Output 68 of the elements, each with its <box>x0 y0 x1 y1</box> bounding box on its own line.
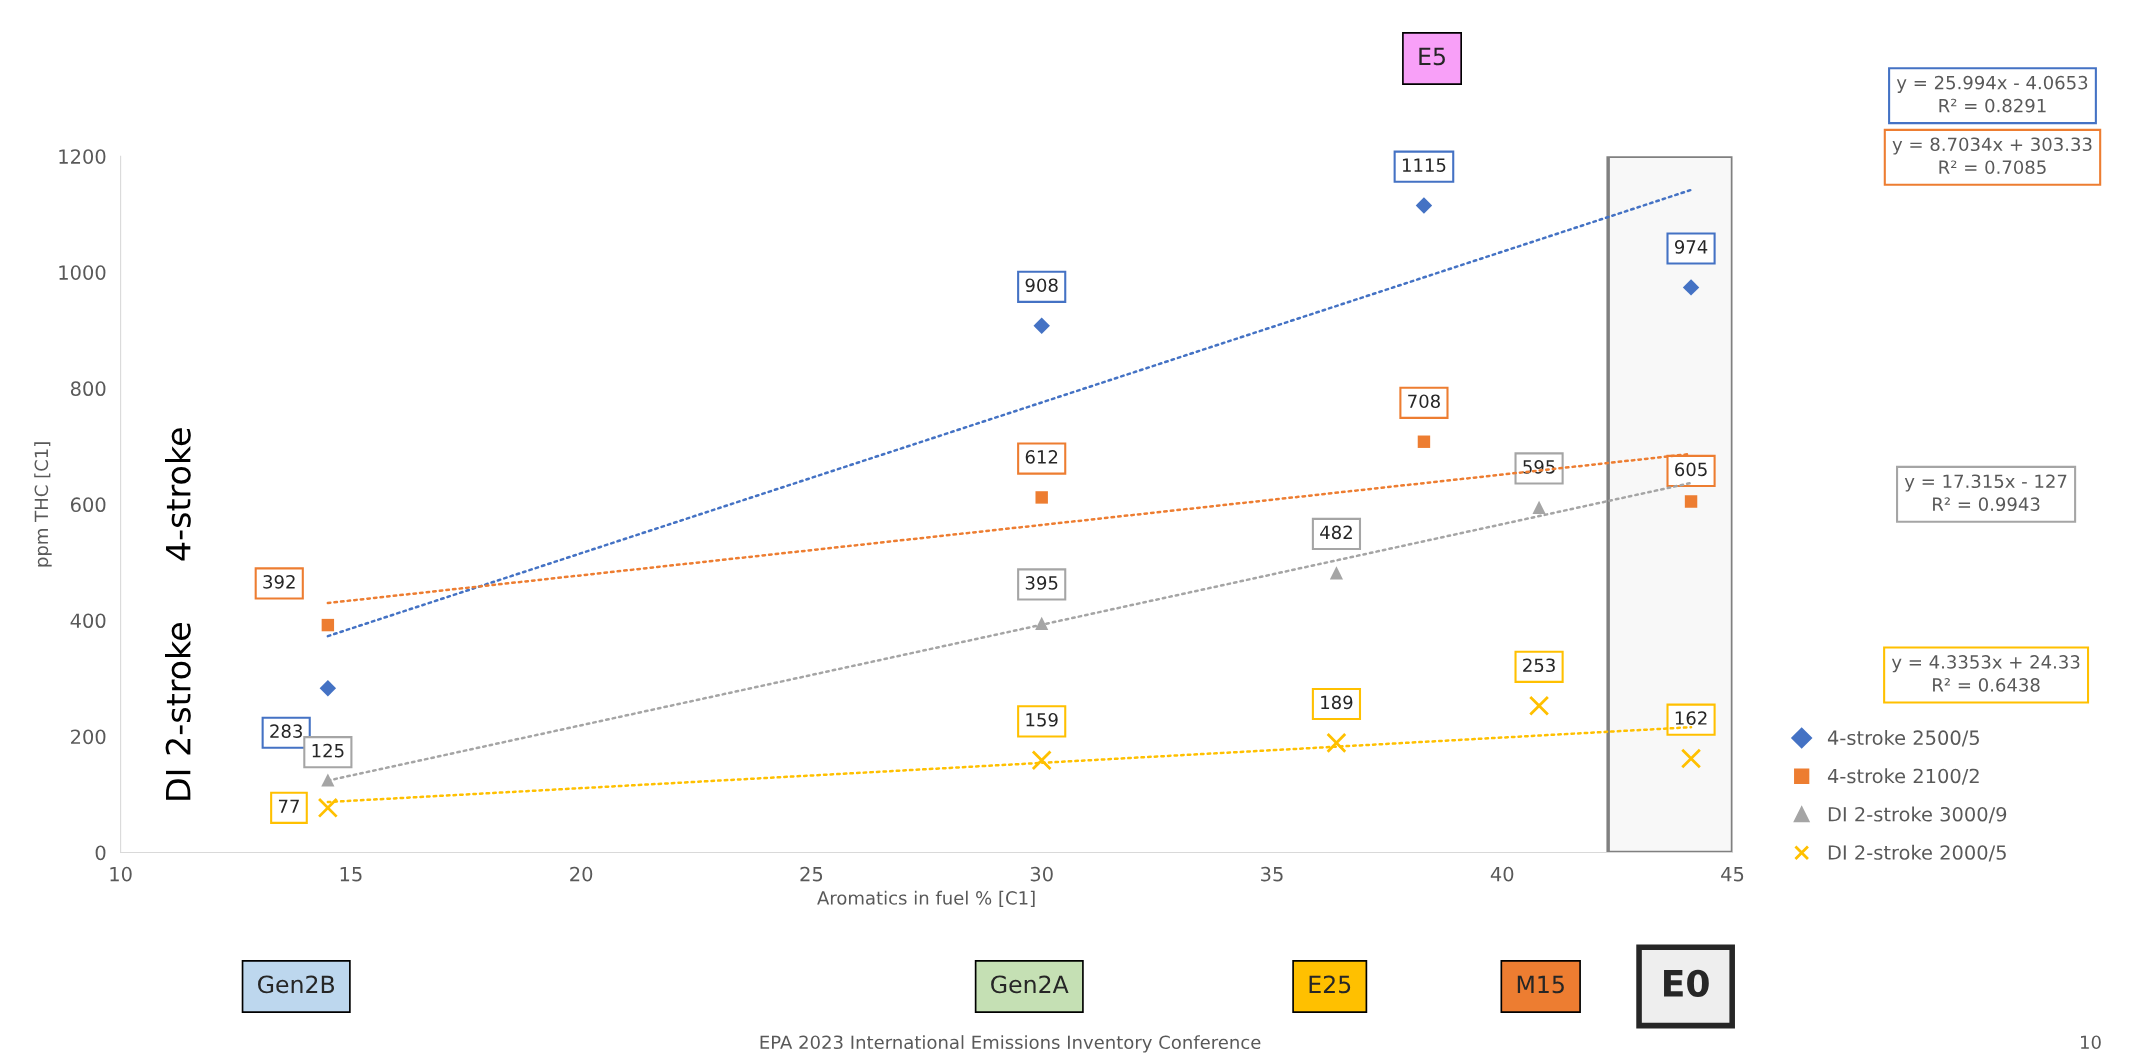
point <box>1532 500 1546 514</box>
point <box>1528 695 1550 716</box>
data-label: 482 <box>1320 525 1352 540</box>
data-label: 283 <box>270 724 302 739</box>
y-tick-label: 400 <box>70 613 106 629</box>
annotation: DI 2-stroke <box>165 623 191 800</box>
legend-label: DI 2-stroke 3000/9 <box>1828 806 2007 824</box>
text: y = 25.994x - 4.0653 R² = 0.8291 <box>1896 75 2088 113</box>
text: Gen2A <box>991 975 1069 994</box>
text: E0 <box>1664 969 1709 997</box>
x-tick-label: 35 <box>1261 866 1283 882</box>
y-tick-label: 200 <box>71 729 106 745</box>
data-label: 708 <box>1408 394 1440 409</box>
text: E25 <box>1309 975 1351 994</box>
legend-label: 4-stroke 2500/5 <box>1827 730 1979 747</box>
x-tick-label: 25 <box>800 866 823 882</box>
data-label: 77 <box>278 799 299 813</box>
data-label: 974 <box>1674 240 1708 254</box>
point <box>1682 279 1700 296</box>
x-tick-label: 30 <box>1030 866 1053 882</box>
y-tick-label: 800 <box>70 381 106 397</box>
data-label: 908 <box>1025 278 1058 293</box>
point <box>317 797 339 819</box>
text: M15 <box>1517 975 1564 994</box>
data-label: 253 <box>1523 658 1555 673</box>
text: EPA 2023 International Emissions Inventory Conference <box>760 1035 1261 1053</box>
legend-label: DI 2-stroke 2000/5 <box>1828 844 2006 862</box>
x-tick-label: 10 <box>110 866 132 882</box>
point <box>1680 748 1702 769</box>
x-axis-title: Aromatics in fuel % [C1] <box>817 890 1035 907</box>
data-label: 162 <box>1675 711 1707 725</box>
point <box>1417 435 1431 448</box>
data-label: 189 <box>1321 695 1353 710</box>
point <box>319 680 337 697</box>
text: 10 <box>2081 1035 2101 1050</box>
point <box>1035 491 1048 504</box>
point <box>1329 566 1344 580</box>
text: Gen2B <box>258 975 335 994</box>
data-label: 605 <box>1675 462 1707 477</box>
text: y = 17.315x - 127 R² = 0.9943 <box>1904 474 2067 512</box>
legend-label: 4-stroke 2100/2 <box>1827 768 1979 785</box>
text: E5 <box>1419 47 1445 66</box>
point <box>1326 732 1347 754</box>
point <box>321 773 335 787</box>
y-tick-label: 1200 <box>59 149 106 164</box>
y-axis-title: ppm THC [C1] <box>34 442 52 567</box>
x-tick-label: 20 <box>570 866 593 882</box>
data-label: 125 <box>312 743 344 758</box>
point <box>1033 317 1050 334</box>
point <box>1684 495 1698 508</box>
y-tick-label: 600 <box>70 497 106 513</box>
text: y = 4.3353x + 24.33 R² = 0.6438 <box>1891 655 2080 692</box>
y-tick-label: 1000 <box>59 265 106 280</box>
x-tick-label: 15 <box>340 867 362 882</box>
data-label: 1115 <box>1402 158 1446 172</box>
x-tick-label: 40 <box>1490 866 1514 882</box>
data-label: 612 <box>1025 450 1058 464</box>
text: y = 8.7034x + 303.33 R² = 0.7085 <box>1892 137 2092 175</box>
data-label: 392 <box>263 574 295 589</box>
point <box>1031 750 1052 771</box>
point <box>1415 197 1433 214</box>
data-label: 395 <box>1025 576 1058 590</box>
point <box>1035 616 1049 630</box>
x-tick-label: 45 <box>1721 867 1744 882</box>
data-label: 159 <box>1026 712 1058 727</box>
y-tick-label: 0 <box>95 845 106 861</box>
point <box>321 618 335 632</box>
annotation: 4-stroke <box>165 428 191 561</box>
